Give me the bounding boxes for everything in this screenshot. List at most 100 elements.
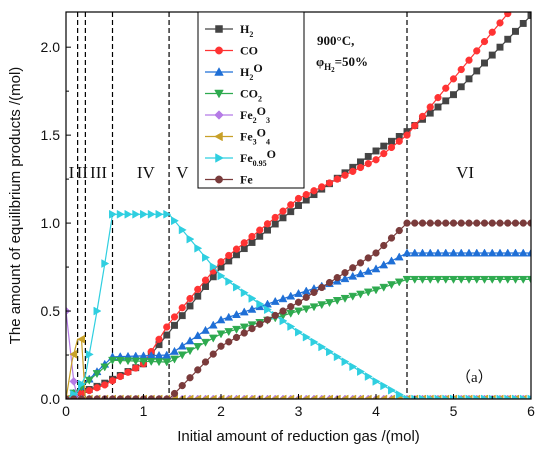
data-point <box>433 275 443 284</box>
data-point <box>418 275 427 284</box>
data-point <box>503 275 513 284</box>
data-point <box>395 390 404 399</box>
data-point <box>504 12 512 18</box>
data-point <box>131 357 141 366</box>
data-point <box>371 286 381 295</box>
data-point <box>186 302 194 310</box>
data-point <box>496 394 505 399</box>
data-point <box>519 219 527 227</box>
data-point <box>178 312 186 320</box>
data-point <box>278 394 287 399</box>
data-point <box>124 209 133 219</box>
data-point <box>410 275 420 284</box>
phi-subsub: 2 <box>331 66 335 74</box>
data-point <box>449 275 458 284</box>
data-point <box>441 275 451 284</box>
data-point <box>170 346 179 355</box>
data-point <box>295 327 304 337</box>
legend-label: CO2 <box>240 87 262 104</box>
data-point <box>379 260 389 269</box>
legend-item: Fe2O3 <box>205 104 270 125</box>
data-point <box>147 395 155 399</box>
data-point <box>214 110 224 120</box>
data-point <box>147 209 156 219</box>
data-point <box>171 216 180 226</box>
data-point <box>310 337 319 347</box>
data-point <box>465 56 473 64</box>
data-point <box>93 306 102 316</box>
data-point <box>395 137 403 145</box>
data-point <box>357 367 366 376</box>
data-point <box>214 131 223 142</box>
data-point <box>472 275 482 284</box>
data-point <box>225 338 233 346</box>
data-point <box>216 315 226 324</box>
data-point <box>348 394 357 399</box>
data-point <box>217 271 226 281</box>
data-point <box>371 264 381 273</box>
data-point <box>364 152 372 160</box>
data-point <box>247 304 257 313</box>
data-point <box>442 394 451 399</box>
data-point <box>465 75 473 83</box>
data-point <box>503 248 513 257</box>
data-point <box>66 395 70 399</box>
x-tick-label: 1 <box>140 403 148 419</box>
data-point <box>526 248 531 257</box>
data-point <box>77 395 86 399</box>
data-point <box>287 201 295 209</box>
data-point <box>225 277 234 286</box>
data-point <box>201 325 210 334</box>
data-point <box>449 248 458 257</box>
data-point <box>355 394 364 399</box>
x-axis-label: Initial amount of reduction gas /(mol) <box>177 428 420 445</box>
data-point <box>512 394 521 399</box>
data-point <box>201 276 210 284</box>
data-point <box>178 225 187 235</box>
data-point <box>209 350 217 358</box>
data-point <box>324 394 333 399</box>
data-point <box>155 209 164 219</box>
data-point <box>78 379 87 389</box>
data-point <box>271 213 279 222</box>
data-point <box>403 131 411 139</box>
data-point <box>333 175 341 183</box>
data-point <box>178 381 186 390</box>
series-fe095o <box>66 209 531 399</box>
data-point <box>473 394 482 399</box>
data-point <box>248 238 256 246</box>
data-point <box>248 325 256 333</box>
data-point <box>364 254 372 262</box>
data-point <box>457 219 465 227</box>
data-point <box>512 27 519 35</box>
data-point <box>380 142 388 150</box>
x-tick-label: 6 <box>527 403 535 419</box>
data-point <box>487 248 497 257</box>
data-point <box>224 312 234 321</box>
data-point <box>465 219 473 227</box>
data-point <box>247 394 256 399</box>
data-point <box>256 226 264 234</box>
legend-item: Fe3O4 <box>205 126 270 147</box>
condition-annotation: 900°C, φH2=50% <box>316 33 368 74</box>
data-point <box>217 258 225 266</box>
data-point <box>464 275 474 284</box>
data-point <box>349 362 358 372</box>
data-point <box>194 285 202 293</box>
data-point <box>215 46 223 55</box>
data-point <box>232 333 241 342</box>
data-point <box>419 394 428 399</box>
region-label: VI <box>456 163 474 182</box>
data-point <box>154 358 164 367</box>
data-point <box>426 109 434 117</box>
data-point <box>473 47 481 55</box>
data-point <box>302 190 310 199</box>
data-point <box>504 35 512 43</box>
data-point <box>294 288 303 297</box>
data-point <box>256 299 265 309</box>
data-point <box>201 338 210 347</box>
y-tick-label: 0.5 <box>41 303 61 319</box>
data-point <box>194 243 203 253</box>
data-point <box>341 269 349 277</box>
